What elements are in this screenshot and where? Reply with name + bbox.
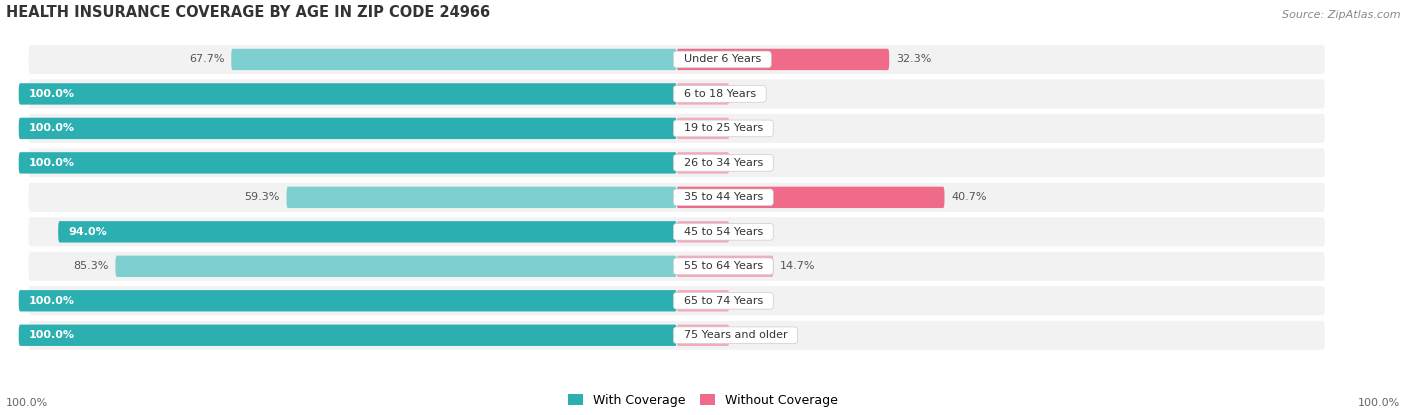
FancyBboxPatch shape (676, 325, 730, 346)
FancyBboxPatch shape (676, 118, 730, 139)
Text: 19 to 25 Years: 19 to 25 Years (676, 123, 770, 133)
FancyBboxPatch shape (676, 83, 730, 105)
Text: 100.0%: 100.0% (28, 330, 75, 340)
Text: 40.7%: 40.7% (950, 193, 987, 203)
Text: 100.0%: 100.0% (28, 296, 75, 306)
Text: HEALTH INSURANCE COVERAGE BY AGE IN ZIP CODE 24966: HEALTH INSURANCE COVERAGE BY AGE IN ZIP … (6, 5, 489, 20)
FancyBboxPatch shape (28, 286, 1324, 315)
FancyBboxPatch shape (676, 49, 889, 70)
FancyBboxPatch shape (28, 79, 1324, 108)
FancyBboxPatch shape (115, 256, 676, 277)
Text: 100.0%: 100.0% (1358, 398, 1400, 408)
FancyBboxPatch shape (676, 152, 730, 173)
FancyBboxPatch shape (18, 152, 676, 173)
FancyBboxPatch shape (676, 221, 730, 242)
Text: 14.7%: 14.7% (780, 261, 815, 271)
FancyBboxPatch shape (28, 45, 1324, 74)
FancyBboxPatch shape (287, 187, 676, 208)
Text: 85.3%: 85.3% (73, 261, 108, 271)
Text: 94.0%: 94.0% (67, 227, 107, 237)
Text: Under 6 Years: Under 6 Years (676, 54, 768, 64)
Text: 6.0%: 6.0% (735, 227, 763, 237)
FancyBboxPatch shape (676, 256, 773, 277)
FancyBboxPatch shape (231, 49, 676, 70)
FancyBboxPatch shape (676, 290, 730, 312)
Text: 100.0%: 100.0% (28, 158, 75, 168)
FancyBboxPatch shape (28, 217, 1324, 247)
Text: 26 to 34 Years: 26 to 34 Years (676, 158, 770, 168)
FancyBboxPatch shape (18, 290, 676, 312)
FancyBboxPatch shape (28, 252, 1324, 281)
FancyBboxPatch shape (676, 187, 945, 208)
Text: 0.0%: 0.0% (735, 89, 763, 99)
Text: 55 to 64 Years: 55 to 64 Years (676, 261, 770, 271)
Text: 0.0%: 0.0% (735, 296, 763, 306)
Text: 45 to 54 Years: 45 to 54 Years (676, 227, 770, 237)
Text: 65 to 74 Years: 65 to 74 Years (676, 296, 770, 306)
FancyBboxPatch shape (18, 325, 676, 346)
Text: 67.7%: 67.7% (190, 54, 225, 64)
FancyBboxPatch shape (28, 321, 1324, 350)
FancyBboxPatch shape (58, 221, 676, 242)
FancyBboxPatch shape (28, 114, 1324, 143)
Text: 100.0%: 100.0% (28, 89, 75, 99)
Text: 6 to 18 Years: 6 to 18 Years (676, 89, 763, 99)
Text: 100.0%: 100.0% (6, 398, 48, 408)
Text: 59.3%: 59.3% (245, 193, 280, 203)
Text: 100.0%: 100.0% (28, 123, 75, 133)
Legend: With Coverage, Without Coverage: With Coverage, Without Coverage (562, 389, 844, 412)
FancyBboxPatch shape (18, 118, 676, 139)
Text: 35 to 44 Years: 35 to 44 Years (676, 193, 770, 203)
Text: 32.3%: 32.3% (896, 54, 931, 64)
FancyBboxPatch shape (28, 149, 1324, 177)
Text: 0.0%: 0.0% (735, 123, 763, 133)
Text: 75 Years and older: 75 Years and older (676, 330, 794, 340)
Text: 0.0%: 0.0% (735, 330, 763, 340)
FancyBboxPatch shape (18, 83, 676, 105)
Text: 0.0%: 0.0% (735, 158, 763, 168)
Text: Source: ZipAtlas.com: Source: ZipAtlas.com (1282, 10, 1400, 20)
FancyBboxPatch shape (28, 183, 1324, 212)
